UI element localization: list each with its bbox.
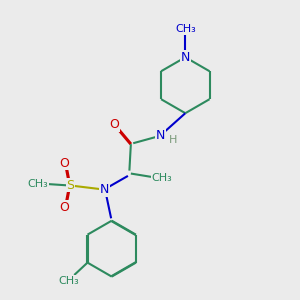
Text: O: O [60, 157, 70, 170]
Text: CH₃: CH₃ [175, 24, 196, 34]
Text: CH₃: CH₃ [28, 179, 49, 189]
Text: O: O [110, 118, 120, 131]
Text: S: S [67, 179, 74, 192]
Text: CH₃: CH₃ [152, 173, 172, 183]
Text: N: N [100, 183, 109, 196]
Text: O: O [60, 201, 70, 214]
Text: N: N [156, 129, 165, 142]
Text: H: H [169, 135, 178, 145]
Text: N: N [181, 51, 190, 64]
Text: CH₃: CH₃ [58, 276, 79, 286]
